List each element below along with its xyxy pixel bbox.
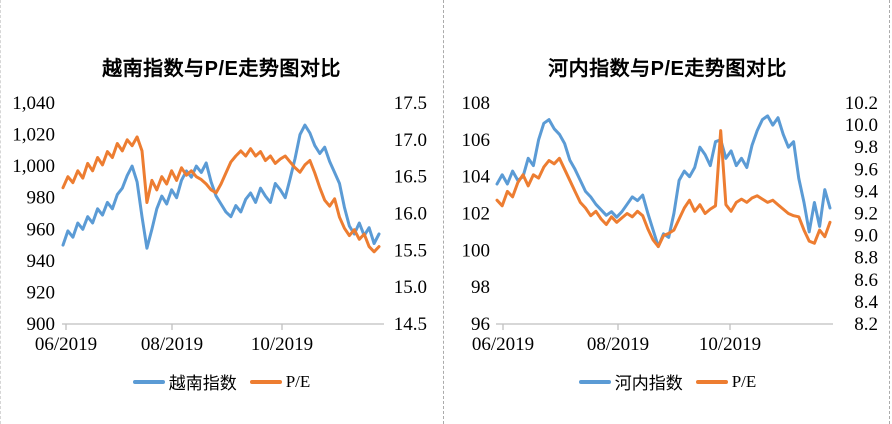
cell-border-middle [443, 0, 444, 424]
vn-pe-legend-label: P/E [285, 371, 311, 391]
svg-text:17.0: 17.0 [394, 130, 427, 151]
svg-text:14.5: 14.5 [394, 314, 427, 335]
hanoi-chart-legend: 河内指数 P/E [446, 369, 889, 394]
svg-text:96: 96 [471, 314, 490, 335]
svg-text:106: 106 [462, 130, 491, 151]
svg-text:10.0: 10.0 [845, 115, 878, 136]
hanoi-index-legend-label: 河内指数 [614, 374, 683, 393]
svg-text:15.5: 15.5 [394, 240, 427, 261]
svg-text:1,040: 1,040 [12, 93, 55, 114]
svg-text:10/2019: 10/2019 [699, 334, 761, 355]
vn-pe-legend-line-swatch [249, 379, 282, 384]
svg-text:8.4: 8.4 [854, 292, 878, 313]
svg-text:8.8: 8.8 [854, 248, 878, 269]
svg-text:8.6: 8.6 [854, 270, 878, 291]
hanoi-index-legend-line-swatch [578, 379, 611, 384]
svg-text:108: 108 [462, 93, 491, 114]
svg-text:9.0: 9.0 [854, 226, 878, 247]
svg-text:100: 100 [462, 240, 491, 261]
hanoi-chart-title: 河内指数与P/E走势图对比 [548, 58, 787, 80]
svg-text:900: 900 [27, 314, 56, 335]
svg-text:17.5: 17.5 [394, 93, 427, 114]
svg-text:9.4: 9.4 [854, 181, 878, 202]
svg-text:98: 98 [471, 277, 490, 298]
svg-text:10.2: 10.2 [845, 93, 878, 114]
vn-chart-legend: 越南指数 P/E [0, 369, 443, 394]
svg-text:10/2019: 10/2019 [251, 334, 313, 355]
vn-index-pe-line-chart: 06/2019 08/2019 10/2019 1,040 1,020 1,000 980 9… [12, 93, 427, 355]
svg-text:15.0: 15.0 [394, 277, 427, 298]
hanoi-pe-legend-label: P/E [731, 371, 757, 391]
svg-text:1,020: 1,020 [12, 125, 55, 146]
svg-text:1,000: 1,000 [12, 156, 55, 177]
svg-text:16.0: 16.0 [394, 204, 427, 225]
hanoi-pe-legend-line-swatch [695, 379, 728, 384]
svg-text:980: 980 [27, 188, 56, 209]
svg-text:940: 940 [27, 251, 56, 272]
cell-border-right [889, 0, 890, 424]
svg-text:9.8: 9.8 [854, 137, 878, 158]
svg-text:06/2019: 06/2019 [35, 334, 97, 355]
hanoi-index-chart-panel: 河内指数与P/E走势图对比 06/2019 08/2019 10/2019 108 10… [446, 0, 889, 424]
svg-text:920: 920 [27, 282, 56, 303]
hanoi-index-pe-line-chart: 06/2019 08/2019 10/2019 108 106 104 102 100 98 96… [462, 93, 879, 355]
vn-chart-title: 越南指数与P/E走势图对比 [102, 58, 341, 80]
svg-text:8.2: 8.2 [854, 314, 878, 335]
vn-index-chart-panel: 越南指数与P/E走势图对比 06/2019 08/2019 10/2019 1,040… [0, 0, 443, 424]
vn-index-legend-line-swatch [132, 379, 165, 384]
svg-text:08/2019: 08/2019 [141, 334, 203, 355]
vn-index-legend-label: 越南指数 [168, 374, 237, 393]
cell-border-left [0, 0, 1, 424]
svg-text:102: 102 [462, 204, 491, 225]
svg-text:08/2019: 08/2019 [587, 334, 649, 355]
svg-text:960: 960 [27, 219, 56, 240]
svg-text:16.5: 16.5 [394, 167, 427, 188]
svg-text:06/2019: 06/2019 [472, 334, 534, 355]
svg-text:104: 104 [462, 167, 491, 188]
svg-text:9.6: 9.6 [854, 159, 878, 180]
svg-text:9.2: 9.2 [854, 204, 878, 225]
